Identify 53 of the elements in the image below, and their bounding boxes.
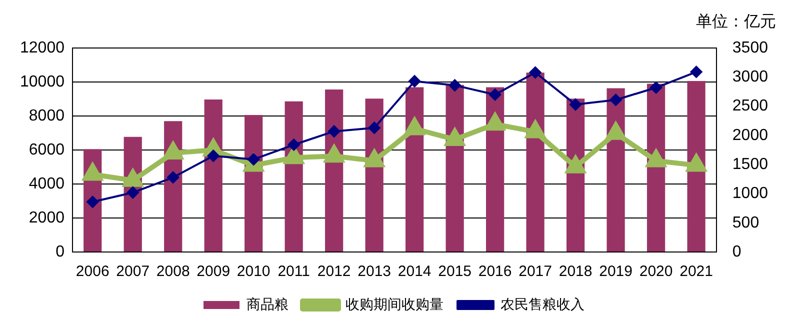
y-tick-label: 10000 (20, 73, 65, 90)
y-tick-label: 8000 (28, 107, 65, 124)
x-tick-label: 2006 (76, 263, 110, 280)
legend-label: 收购期间收购量 (346, 296, 444, 312)
point (529, 66, 542, 78)
x-tick-label: 2015 (438, 263, 472, 280)
y2-tick-label: 1000 (732, 185, 768, 202)
x-tick-label: 2008 (156, 263, 190, 280)
point (570, 98, 582, 111)
x-tick-label: 2007 (116, 263, 150, 280)
legend-label: 农民售粮收入 (500, 296, 584, 312)
point (489, 88, 502, 101)
point (126, 186, 139, 199)
y-tick-label: 2000 (28, 209, 65, 226)
point (650, 82, 662, 94)
x-tick-label: 2016 (478, 263, 512, 280)
x-tick-label: 2021 (680, 263, 713, 280)
point (368, 122, 380, 134)
x-tick-label: 2009 (196, 263, 230, 280)
y-tick-label: 12000 (20, 39, 65, 56)
point (288, 138, 300, 151)
point (167, 171, 180, 184)
y2-tick-label: 500 (732, 214, 760, 232)
bar (406, 87, 424, 252)
x-tick-label: 2020 (639, 263, 673, 280)
y2-tick-label: 2500 (732, 98, 768, 115)
y2-tick-label: 3500 (732, 39, 768, 56)
point (86, 196, 99, 208)
x-tick-label: 2010 (236, 263, 270, 280)
y-tick-label: 0 (56, 243, 65, 260)
x-tick-label: 2011 (278, 263, 310, 280)
y-tick-label: 6000 (28, 141, 65, 158)
point (610, 94, 622, 106)
point (448, 79, 461, 92)
y2-tick-label: 2000 (732, 126, 768, 144)
bar (687, 80, 706, 252)
y2-tick-label: 1500 (732, 156, 768, 173)
x-tick-label: 2013 (358, 263, 392, 280)
point (408, 75, 421, 88)
y2-tick-label: 3000 (732, 68, 768, 86)
x-tick-label: 2012 (317, 263, 351, 280)
y2-tick-label: 0 (732, 243, 742, 260)
x-tick-label: 2019 (599, 263, 632, 280)
x-tick-label: 2017 (518, 263, 552, 280)
legend-label: 商品粮 (246, 296, 288, 312)
point (207, 150, 220, 162)
x-tick-label: 2018 (558, 263, 592, 280)
point (690, 66, 702, 78)
text: 单位：亿元 (696, 12, 776, 30)
bar (526, 72, 544, 252)
x-tick-label: 2014 (398, 263, 432, 280)
point (328, 125, 340, 138)
y-tick-label: 4000 (28, 175, 65, 192)
